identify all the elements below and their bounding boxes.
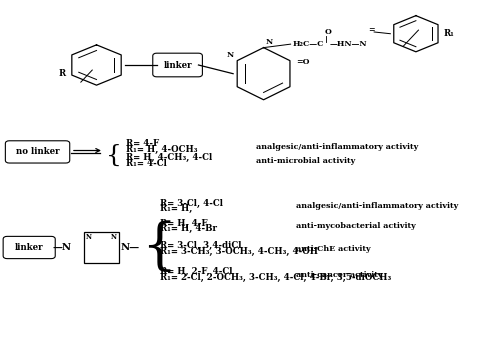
Text: R= H, 4-CH₃, 4-Cl: R= H, 4-CH₃, 4-Cl: [126, 153, 212, 162]
Text: anti-cancer activity: anti-cancer activity: [296, 270, 382, 279]
Text: R= H, 4-F: R= H, 4-F: [160, 219, 208, 228]
Text: —HN—N: —HN—N: [330, 40, 368, 48]
Text: N: N: [86, 233, 92, 241]
Bar: [84, 232, 118, 263]
Text: N—: N—: [120, 243, 139, 252]
FancyBboxPatch shape: [153, 53, 202, 77]
Text: =O: =O: [296, 58, 310, 66]
Text: {: {: [140, 220, 176, 275]
Text: anti-mycobacterial activity: anti-mycobacterial activity: [296, 222, 416, 230]
Text: anti-microbial activity: anti-microbial activity: [256, 157, 356, 165]
FancyBboxPatch shape: [3, 236, 55, 259]
Text: R= 4-F: R= 4-F: [126, 139, 159, 148]
Text: R= H, 2-F, 4-Cl: R= H, 2-F, 4-Cl: [160, 267, 233, 276]
Text: R= 3-Cl, 3,4-diCl: R= 3-Cl, 3,4-diCl: [160, 241, 242, 250]
Text: R₁= H, 4-OCH₃: R₁= H, 4-OCH₃: [126, 145, 198, 154]
Text: R: R: [58, 68, 66, 77]
Text: N: N: [110, 233, 116, 241]
Text: —N: —N: [53, 243, 72, 252]
Text: no linker: no linker: [16, 147, 60, 156]
Text: N: N: [226, 51, 234, 59]
Text: R₁= H, 4-Br: R₁= H, 4-Br: [160, 224, 218, 233]
Text: R₁= H,: R₁= H,: [160, 204, 193, 213]
Text: R₁= 2-Cl, 2-OCH₃, 3-CH₃, 4-Cl, 4-Br, 3,5-diOCH₃: R₁= 2-Cl, 2-OCH₃, 3-CH₃, 4-Cl, 4-Br, 3,5…: [160, 273, 392, 282]
FancyBboxPatch shape: [6, 141, 70, 163]
Text: linker: linker: [15, 243, 44, 252]
Text: =: =: [368, 26, 375, 34]
Text: R₁= 3-CH₃, 3-OCH₃, 4-CH₃, 4-OH: R₁= 3-CH₃, 3-OCH₃, 4-CH₃, 4-OH: [160, 247, 318, 256]
Text: O: O: [325, 29, 332, 37]
Text: {: {: [106, 144, 122, 167]
Text: analgesic/anti-inflammatory activity: analgesic/anti-inflammatory activity: [296, 202, 458, 210]
Text: R₁= 4-Cl: R₁= 4-Cl: [126, 159, 167, 168]
Text: anti-ChE activity: anti-ChE activity: [296, 245, 370, 253]
Text: N: N: [266, 38, 273, 46]
Text: analgesic/anti-inflammatory activity: analgesic/anti-inflammatory activity: [256, 143, 418, 151]
Text: H₂C—C: H₂C—C: [293, 40, 324, 48]
Text: linker: linker: [164, 60, 192, 69]
Text: R= 3-Cl, 4-Cl: R= 3-Cl, 4-Cl: [160, 199, 224, 208]
Text: R₁: R₁: [444, 29, 455, 38]
